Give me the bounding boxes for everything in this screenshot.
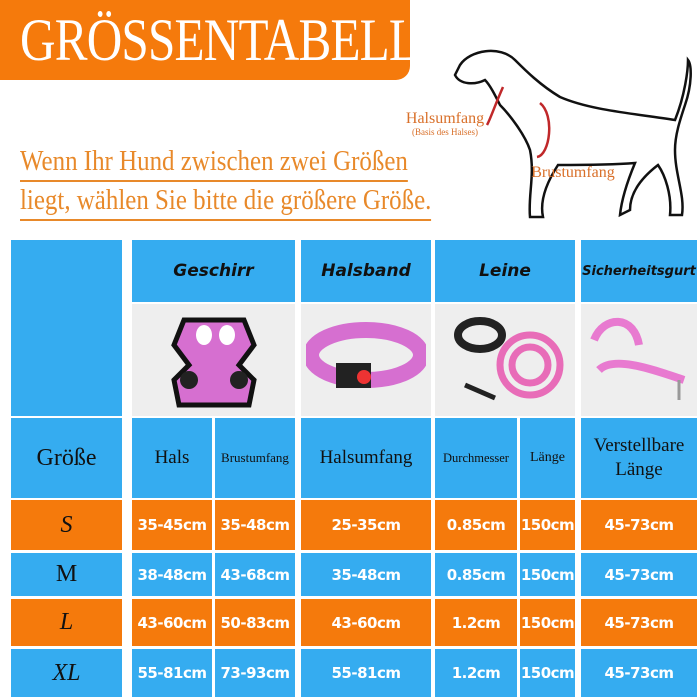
harness-image	[132, 304, 295, 416]
col-header-chest: Brustumfang	[215, 418, 295, 498]
col-header-diameter: Durchmesser	[435, 418, 517, 498]
product-header-seatbelt: Sicherheitsgurt	[581, 240, 697, 302]
size-value-cell: 38-48cm	[132, 553, 212, 596]
size-value-cell: 1.2cm	[435, 649, 517, 697]
size-value-cell: 0.85cm	[435, 500, 517, 550]
size-value-cell: 45-73cm	[581, 649, 697, 697]
leash-image	[435, 304, 575, 416]
col-header-length: Länge	[520, 418, 575, 498]
size-value-cell: 43-68cm	[215, 553, 295, 596]
dog-outline-icon	[453, 49, 692, 219]
size-value-cell: 1.2cm	[435, 599, 517, 646]
size-label: S	[11, 500, 122, 550]
size-value-cell: 50-83cm	[215, 599, 295, 646]
size-value-cell: 45-73cm	[581, 599, 697, 646]
size-value-cell: 150cm	[520, 500, 575, 550]
size-value-cell: 0.85cm	[435, 553, 517, 596]
size-value-cell: 55-81cm	[301, 649, 431, 697]
size-value-cell: 55-81cm	[132, 649, 212, 697]
neck-label-sub: (Basis des Halses)	[412, 127, 478, 137]
seatbelt-image	[581, 304, 697, 416]
size-value-cell: 43-60cm	[301, 599, 431, 646]
chest-label: Brustumfang	[531, 164, 615, 181]
title-banner: GRÖSSENTABELLE	[0, 0, 448, 80]
size-advice: Wenn Ihr Hund zwischen zwei Größen liegt…	[20, 143, 498, 221]
size-label: XL	[11, 649, 122, 697]
col-header-adjustable-length: Verstellbare Länge	[581, 418, 697, 498]
size-value-cell: 150cm	[520, 649, 575, 697]
col-header-neck-girth: Halsumfang	[301, 418, 431, 498]
collar-image	[301, 304, 431, 416]
size-label: M	[11, 553, 122, 596]
product-header-harness: Geschirr	[132, 240, 295, 302]
size-value-cell: 35-48cm	[301, 553, 431, 596]
page-title: GRÖSSENTABELLE	[20, 7, 448, 73]
col-header-neck: Hals	[132, 418, 212, 498]
size-value-cell: 35-45cm	[132, 500, 212, 550]
size-value-cell: 45-73cm	[581, 500, 697, 550]
neck-label: Halsumfang (Basis des Halses)	[405, 110, 485, 138]
size-value-cell: 150cm	[520, 599, 575, 646]
size-value-cell: 45-73cm	[581, 553, 697, 596]
size-value-cell: 35-48cm	[215, 500, 295, 550]
corner-cell	[11, 240, 122, 416]
product-header-collar: Halsband	[301, 240, 431, 302]
size-value-cell: 73-93cm	[215, 649, 295, 697]
neck-label-text: Halsumfang	[405, 110, 485, 127]
advice-line-1: Wenn Ihr Hund zwischen zwei Größen	[20, 143, 408, 182]
advice-line-2: liegt, wählen Sie bitte die größere Größ…	[20, 182, 432, 221]
size-value-cell: 43-60cm	[132, 599, 212, 646]
size-value-cell: 150cm	[520, 553, 575, 596]
product-header-leash: Leine	[435, 240, 575, 302]
size-label: L	[11, 599, 122, 646]
col-header-size: Größe	[11, 418, 122, 498]
size-value-cell: 25-35cm	[301, 500, 431, 550]
